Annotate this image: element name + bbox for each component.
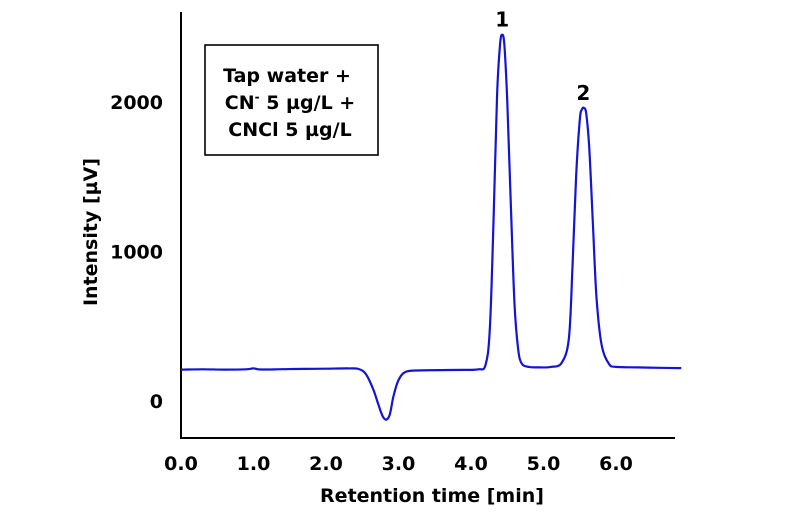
x-tick-labels: 0.0 1.0 2.0 3.0 4.0 5.0 6.0 — [164, 453, 633, 475]
x-axis-title: Retention time [min] — [320, 485, 544, 507]
x-tick-label: 6.0 — [599, 453, 633, 475]
peak-label-1: 1 — [495, 8, 509, 32]
legend-line-2-superscript: - — [255, 90, 260, 104]
legend-line-2: CN- 5 µg/L + — [225, 90, 355, 114]
x-tick-label: 0.0 — [164, 453, 198, 475]
y-tick-labels: 0 1000 2000 — [110, 92, 163, 413]
legend-line-3: CNCl 5 µg/L — [228, 119, 351, 141]
y-tick-label: 2000 — [110, 92, 163, 114]
legend-line-1: Tap water + — [223, 65, 351, 87]
plot-area: 12 — [180, 8, 682, 421]
series-line-0 — [180, 33, 682, 421]
y-tick-label: 0 — [150, 391, 163, 413]
x-tick-label: 3.0 — [382, 453, 416, 475]
x-tick-label: 4.0 — [454, 453, 488, 475]
legend: Tap water + CN- 5 µg/L + CNCl 5 µg/L — [204, 44, 379, 156]
y-axis-title: Intensity [µV] — [80, 158, 102, 306]
legend-line-2-main: CN — [225, 92, 255, 114]
peak-label-2: 2 — [576, 81, 590, 105]
y-tick-label: 1000 — [110, 242, 163, 264]
x-tick-label: 1.0 — [237, 453, 271, 475]
x-tick-label: 2.0 — [309, 453, 343, 475]
x-tick-label: 5.0 — [527, 453, 561, 475]
legend-box — [204, 44, 379, 156]
legend-line-2-rest: 5 µg/L + — [260, 92, 356, 114]
